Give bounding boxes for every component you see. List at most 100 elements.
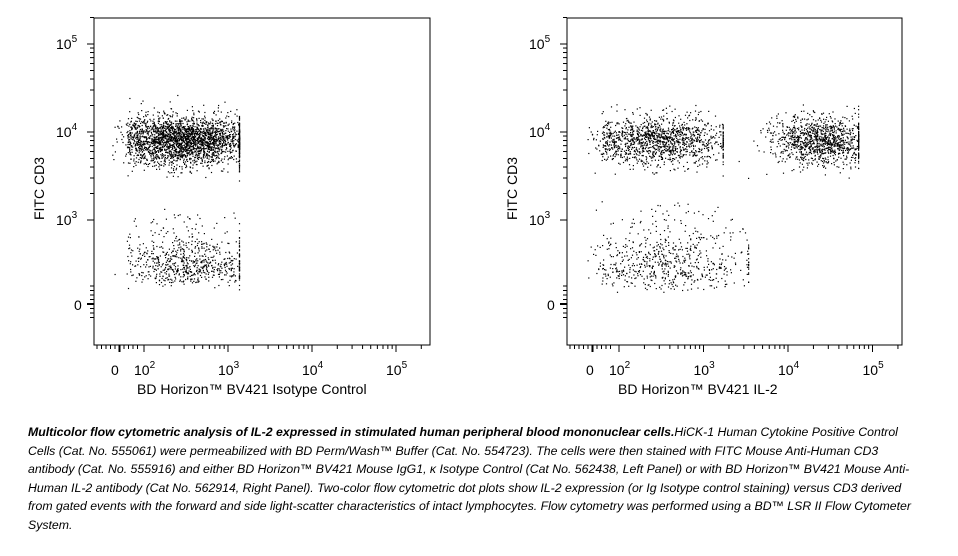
data-point bbox=[178, 135, 180, 137]
data-point bbox=[182, 133, 185, 135]
data-point bbox=[216, 222, 218, 224]
data-point bbox=[851, 128, 853, 130]
data-point bbox=[167, 127, 169, 129]
data-point bbox=[167, 125, 169, 128]
data-point bbox=[197, 214, 199, 216]
data-point bbox=[161, 115, 163, 117]
data-point bbox=[640, 139, 642, 141]
data-point bbox=[180, 150, 183, 152]
data-point bbox=[588, 152, 590, 155]
data-point bbox=[181, 240, 183, 242]
data-point bbox=[182, 248, 184, 250]
data-point bbox=[147, 120, 149, 122]
data-point bbox=[165, 136, 167, 138]
data-point bbox=[695, 117, 697, 119]
data-point bbox=[655, 151, 657, 153]
data-point bbox=[208, 167, 210, 169]
data-point bbox=[606, 127, 608, 129]
data-point bbox=[167, 269, 169, 271]
data-point bbox=[186, 142, 188, 144]
data-point bbox=[230, 264, 232, 266]
data-point bbox=[153, 147, 155, 149]
data-point bbox=[152, 153, 154, 155]
data-point bbox=[695, 104, 697, 107]
data-point bbox=[231, 120, 233, 122]
data-point bbox=[229, 144, 231, 146]
data-point bbox=[223, 158, 225, 160]
data-point bbox=[217, 128, 219, 130]
data-point bbox=[228, 267, 230, 270]
data-point bbox=[650, 146, 652, 148]
data-point bbox=[192, 164, 194, 166]
data-point bbox=[672, 131, 674, 133]
data-point bbox=[614, 145, 616, 147]
data-point bbox=[690, 145, 692, 147]
data-point bbox=[162, 251, 164, 253]
data-point bbox=[162, 129, 164, 131]
data-point bbox=[215, 142, 217, 144]
data-point bbox=[678, 141, 680, 144]
data-point bbox=[201, 125, 203, 127]
data-point bbox=[698, 130, 700, 132]
data-point bbox=[651, 132, 653, 134]
data-point bbox=[650, 125, 652, 127]
data-point bbox=[699, 134, 701, 136]
data-point bbox=[804, 153, 806, 155]
data-point bbox=[602, 146, 604, 148]
data-point bbox=[161, 132, 163, 134]
data-point bbox=[211, 276, 214, 278]
data-point bbox=[168, 139, 170, 141]
data-point bbox=[134, 218, 136, 220]
data-point bbox=[614, 173, 616, 175]
data-point bbox=[176, 142, 178, 144]
data-point bbox=[229, 261, 232, 263]
data-point bbox=[653, 134, 655, 137]
data-point bbox=[222, 136, 224, 138]
data-point bbox=[150, 275, 152, 277]
data-point bbox=[696, 128, 699, 130]
data-point bbox=[209, 135, 211, 137]
data-point bbox=[667, 158, 669, 160]
data-point bbox=[167, 142, 169, 144]
data-point bbox=[151, 135, 153, 137]
data-point bbox=[662, 120, 665, 122]
data-point bbox=[206, 246, 208, 248]
data-point bbox=[195, 260, 197, 262]
data-point bbox=[159, 275, 161, 277]
data-point bbox=[151, 160, 153, 162]
data-point bbox=[138, 150, 140, 152]
data-point bbox=[163, 236, 165, 238]
data-point bbox=[142, 122, 144, 124]
data-point bbox=[180, 136, 182, 138]
data-point bbox=[170, 123, 172, 126]
data-point bbox=[220, 270, 222, 272]
data-point bbox=[182, 154, 184, 156]
data-point bbox=[187, 160, 189, 162]
data-point bbox=[145, 261, 147, 263]
data-point bbox=[168, 147, 170, 149]
data-point bbox=[179, 149, 181, 151]
data-point bbox=[201, 122, 204, 124]
data-point bbox=[769, 132, 772, 134]
data-point bbox=[179, 214, 181, 216]
data-point bbox=[158, 138, 160, 140]
data-point bbox=[170, 157, 173, 159]
data-point bbox=[174, 217, 176, 219]
data-point bbox=[197, 130, 199, 133]
data-point bbox=[148, 146, 150, 148]
data-point bbox=[151, 151, 154, 154]
data-point bbox=[177, 130, 179, 132]
data-point bbox=[154, 262, 156, 264]
data-point bbox=[220, 129, 222, 132]
data-point bbox=[186, 257, 188, 259]
data-point bbox=[661, 158, 663, 160]
data-point bbox=[215, 250, 217, 252]
data-point bbox=[214, 150, 216, 152]
y-tick-base: 10 bbox=[56, 36, 72, 52]
data-point bbox=[138, 125, 140, 127]
data-point bbox=[175, 237, 177, 239]
data-point bbox=[699, 140, 701, 142]
data-point bbox=[806, 137, 808, 139]
data-point bbox=[691, 128, 693, 130]
data-point bbox=[632, 125, 634, 127]
